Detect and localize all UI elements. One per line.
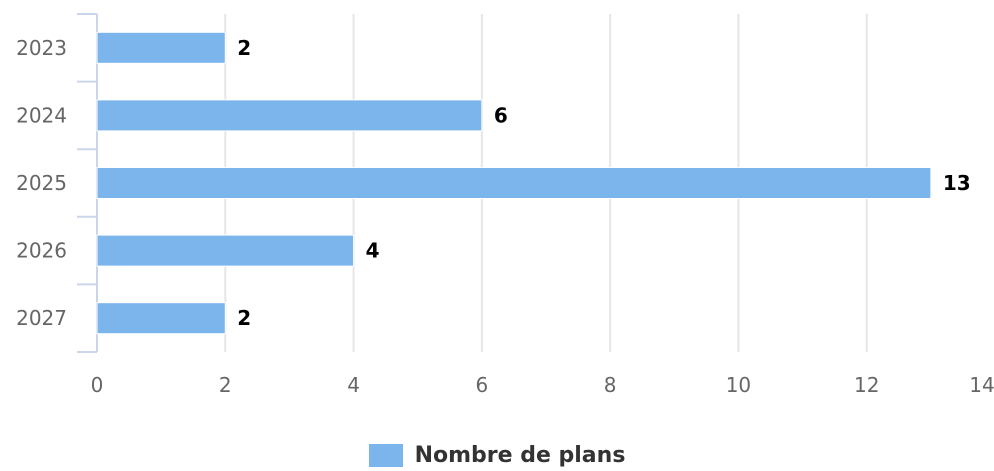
data-label: 2: [237, 36, 251, 60]
value-tick-label: 0: [91, 373, 104, 397]
data-label: 2: [237, 306, 251, 330]
bar[interactable]: [96, 167, 932, 199]
bar[interactable]: [96, 99, 483, 132]
value-tick-label: 14: [969, 373, 994, 397]
data-labels: 2 6 13 4 2: [237, 36, 970, 330]
bars: [96, 31, 932, 335]
category-labels: 2023 2024 2025 2026 2027: [16, 36, 67, 330]
category-label: 2026: [16, 239, 67, 263]
category-axis: [77, 13, 98, 353]
legend-swatch: [368, 444, 403, 467]
value-tick-label: 10: [726, 373, 751, 397]
bar-chart: 2 6 13 4 2 2023 2024 2025 2026 2027 0 2 4 6 8 10 12 14: [16, 13, 994, 397]
bar[interactable]: [96, 302, 226, 335]
value-tick-label: 4: [347, 373, 360, 397]
value-tick-label: 12: [854, 373, 879, 397]
bar[interactable]: [96, 31, 226, 64]
value-tick-label: 2: [219, 373, 232, 397]
category-label: 2024: [16, 103, 67, 127]
data-label: 4: [366, 239, 380, 263]
value-axis-labels: 0 2 4 6 8 10 12 14: [91, 373, 994, 397]
value-tick-label: 6: [475, 373, 488, 397]
category-label: 2023: [16, 36, 67, 60]
legend: Nombre de plans: [0, 443, 994, 471]
data-label: 6: [494, 103, 508, 127]
category-label: 2025: [16, 171, 67, 195]
category-label: 2027: [16, 306, 67, 330]
data-label: 13: [943, 171, 971, 195]
legend-label: Nombre de plans: [414, 443, 626, 468]
legend-item[interactable]: Nombre de plans: [368, 443, 626, 468]
bar[interactable]: [96, 234, 355, 267]
value-tick-label: 8: [604, 373, 617, 397]
